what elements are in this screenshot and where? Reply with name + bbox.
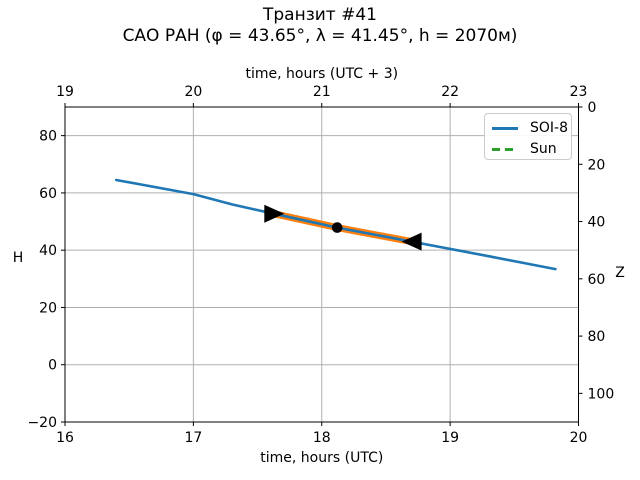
tick-label-y-left: −20 bbox=[27, 415, 57, 431]
series-line-soi-8 bbox=[115, 178, 557, 271]
tick-label-x-top: 22 bbox=[441, 84, 459, 100]
tick-label-y-left: 0 bbox=[48, 358, 57, 374]
tick-label-x-bottom: 19 bbox=[441, 430, 459, 446]
tick-label-y-left: 40 bbox=[39, 243, 57, 259]
tick-label-x-bottom: 18 bbox=[313, 430, 331, 446]
tick-label-x-top: 20 bbox=[184, 84, 202, 100]
top-axis-label: time, hours (UTC + 3) bbox=[246, 66, 399, 82]
marker-triangle-left bbox=[401, 232, 422, 251]
legend-item-soi-8: SOI-8 bbox=[492, 119, 571, 137]
axis-ticks: 16 17 18 19 20 19 20 21 22 23 −20 0 20 40 60 80 0 20 40 60 8… bbox=[27, 84, 614, 446]
chart-title: Транзит #41 bbox=[263, 5, 377, 25]
bottom-axis-label: time, hours (UTC) bbox=[260, 450, 383, 466]
tick-label-y-left: 60 bbox=[39, 186, 57, 202]
marker-triangle-right bbox=[264, 204, 285, 223]
tick-label-x-top: 19 bbox=[56, 84, 74, 100]
tick-label-x-top: 23 bbox=[570, 84, 588, 100]
left-axis-label: H bbox=[13, 250, 24, 266]
chart-subtitle: САО РАН (φ = 43.65°, λ = 41.45°, h = 207… bbox=[122, 26, 518, 46]
gridlines bbox=[65, 107, 579, 422]
legend-dashed-line-icon bbox=[492, 147, 518, 151]
series-lines bbox=[115, 178, 557, 271]
legend-label: SOI-8 bbox=[530, 120, 568, 136]
legend-item-sun: Sun bbox=[492, 140, 571, 158]
right-axis-label: Z bbox=[615, 265, 625, 281]
legend-label: Sun bbox=[530, 141, 557, 157]
tick-label-y-right: 20 bbox=[588, 157, 606, 173]
tick-label-y-right: 40 bbox=[588, 215, 606, 231]
tick-label-x-bottom: 17 bbox=[184, 430, 202, 446]
legend: SOI-8 Sun bbox=[484, 113, 572, 160]
tick-label-y-right: 100 bbox=[588, 386, 615, 402]
marker-circle bbox=[331, 222, 343, 233]
tick-label-x-bottom: 16 bbox=[56, 430, 74, 446]
tick-label-y-left: 20 bbox=[39, 300, 57, 316]
tick-label-y-left: 80 bbox=[39, 129, 57, 145]
tick-label-x-top: 21 bbox=[313, 84, 331, 100]
tick-label-y-right: 80 bbox=[588, 329, 606, 345]
tick-label-y-right: 60 bbox=[588, 272, 606, 288]
tick-label-y-right: 0 bbox=[588, 100, 597, 116]
legend-solid-line-icon bbox=[492, 126, 518, 130]
transit-markers bbox=[264, 204, 422, 251]
tick-label-x-bottom: 20 bbox=[570, 430, 588, 446]
